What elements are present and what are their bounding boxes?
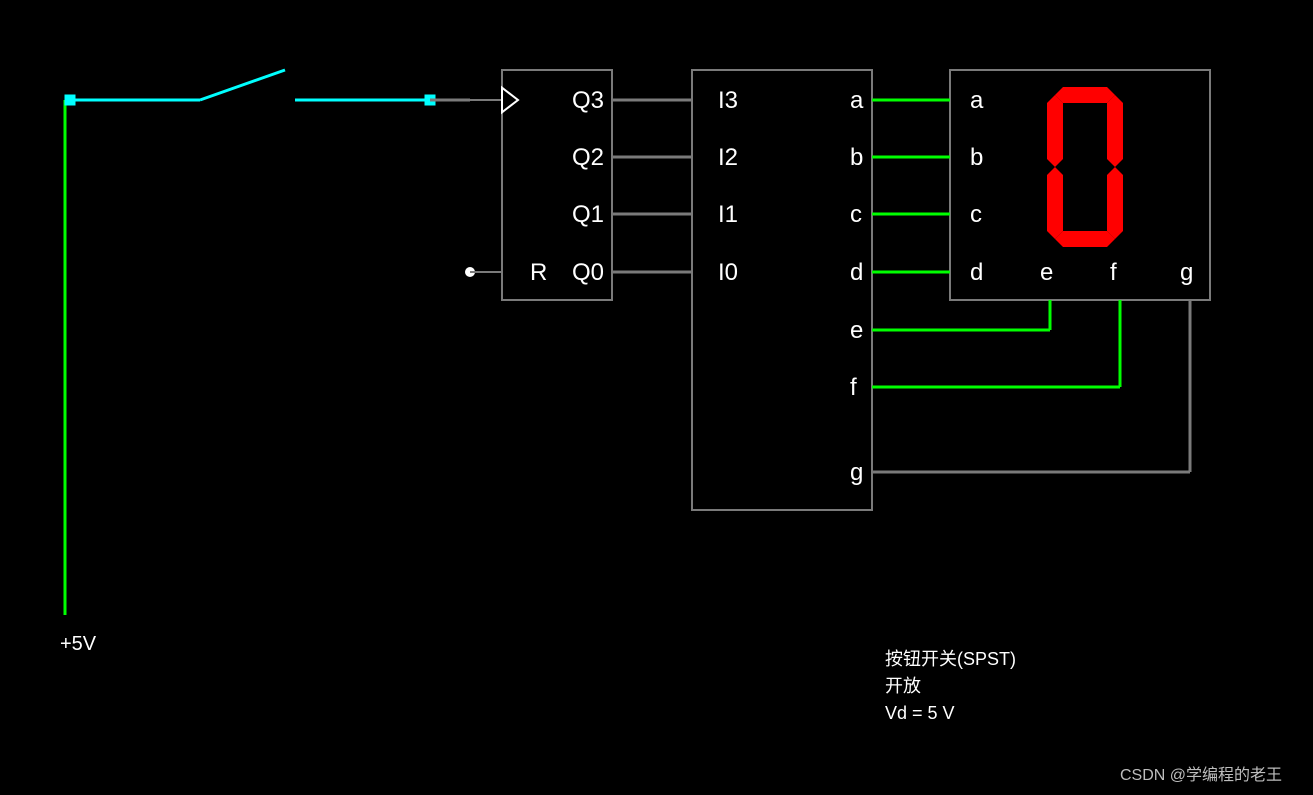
decoder-out-e: e [850, 317, 863, 344]
counter-out-Q3: Q3 [572, 87, 604, 114]
counter-out-Q1: Q1 [572, 201, 604, 228]
decoder-in-I3: I3 [718, 87, 738, 114]
watermark: CSDN @学编程的老王 [1120, 766, 1282, 784]
info-line-0: 按钮开关(SPST) [885, 649, 1016, 669]
decoder-in-I2: I2 [718, 144, 738, 171]
seg-c [1107, 167, 1123, 239]
display-pin-c: c [970, 201, 982, 228]
circuit-diagram: +5V R Q3 Q2 Q1 Q0 I3 I2 I1 I0 a b c d e f g a b c d e f g 按钮开关(S… [0, 0, 1313, 795]
info-line-1: 开放 [885, 676, 921, 696]
counter-out-Q2: Q2 [572, 144, 604, 171]
decoder-out-a: a [850, 87, 864, 114]
seg-e [1047, 167, 1063, 239]
decoder-in-I0: I0 [718, 259, 738, 286]
decoder-out-c: c [850, 201, 862, 228]
counter-out-Q0: Q0 [572, 259, 604, 286]
decoder-out-g: g [850, 459, 863, 486]
seg-a [1055, 87, 1115, 103]
display-pin-e: e [1040, 259, 1053, 286]
display-pin-d: d [970, 259, 983, 286]
display-pin-b: b [970, 144, 983, 171]
info-line-2: Vd = 5 V [885, 703, 955, 723]
decoder-out-b: b [850, 144, 863, 171]
switch-lever[interactable] [200, 70, 285, 100]
seg-d [1055, 231, 1115, 247]
decoder-out-f: f [850, 374, 857, 401]
power-label: +5V [60, 633, 97, 655]
decoder-in-I1: I1 [718, 201, 738, 228]
seg-f [1047, 95, 1063, 167]
seg-b [1107, 95, 1123, 167]
decoder-box [692, 70, 872, 510]
display-box [950, 70, 1210, 300]
display-pin-g: g [1180, 259, 1193, 286]
decoder-out-d: d [850, 259, 863, 286]
reset-label: R [530, 259, 547, 286]
display-pin-a: a [970, 87, 984, 114]
display-pin-f: f [1110, 259, 1117, 286]
